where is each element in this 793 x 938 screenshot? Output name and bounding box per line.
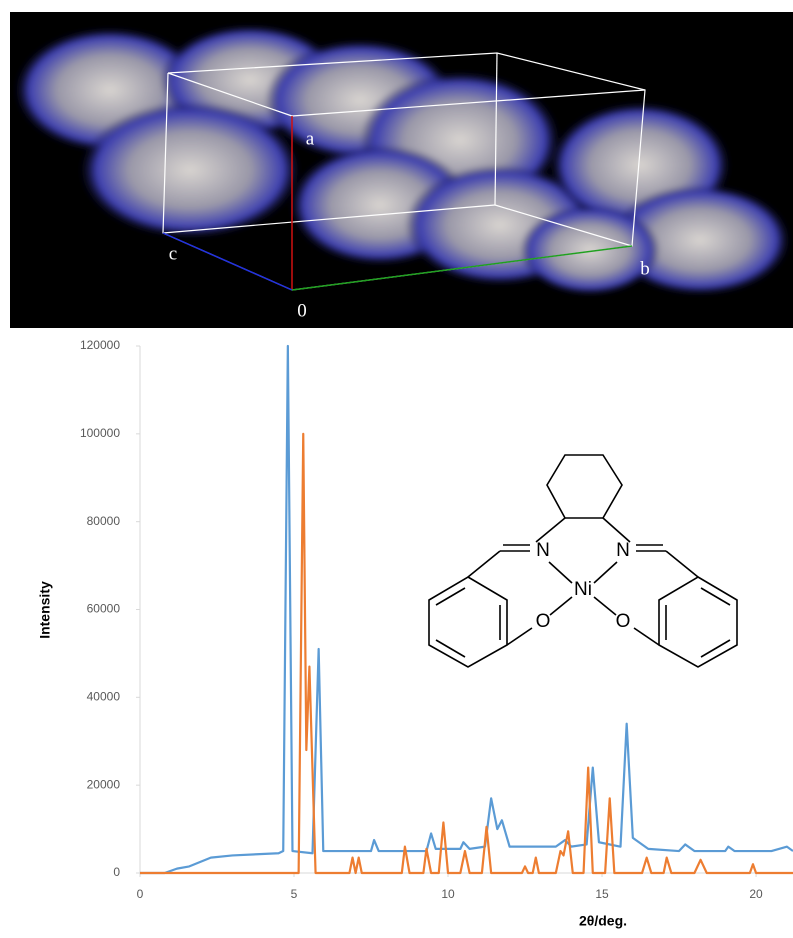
y-axis-label: Intensity bbox=[37, 581, 53, 639]
figure: a b c 0 0 20000 40000 60000 80000 100000 12000… bbox=[0, 0, 793, 933]
axis-label: b bbox=[640, 258, 650, 279]
y-tick-label: 0 bbox=[113, 865, 120, 879]
structure: N N Ni O O bbox=[429, 455, 737, 667]
y-tick-label: 40000 bbox=[87, 690, 121, 704]
x-axis-label: 2θ/deg. bbox=[579, 913, 627, 929]
atom-label: O bbox=[616, 611, 631, 632]
axis-label: 0 bbox=[297, 300, 307, 321]
y-tick-label: 60000 bbox=[87, 602, 121, 616]
x-tick-label: 5 bbox=[291, 887, 298, 901]
atom-label: O bbox=[536, 611, 551, 632]
axis-label: c bbox=[169, 243, 177, 264]
x-tick-label: 15 bbox=[595, 887, 609, 901]
page: a b c 0 0 20000 40000 60000 80000 100000 12000… bbox=[0, 0, 793, 933]
x-tick-label: 20 bbox=[749, 887, 763, 901]
y-tick-label: 100000 bbox=[80, 426, 120, 440]
y-tick-label: 120000 bbox=[80, 338, 120, 352]
atom-label: N bbox=[536, 540, 550, 561]
x-tick-label: 0 bbox=[137, 887, 144, 901]
chart: 0 20000 40000 60000 80000 100000 120000 0 5 10 15 2… bbox=[37, 338, 793, 929]
atom-label: N bbox=[616, 540, 630, 561]
atom-label: Ni bbox=[574, 579, 592, 600]
series-line bbox=[140, 434, 793, 873]
y-tick-label: 80000 bbox=[87, 514, 121, 528]
axis-label: a bbox=[306, 128, 315, 149]
crystal-image: a b c 0 bbox=[10, 12, 793, 328]
x-tick-label: 10 bbox=[441, 887, 455, 901]
y-tick-label: 20000 bbox=[87, 777, 121, 791]
series-line bbox=[140, 346, 793, 873]
